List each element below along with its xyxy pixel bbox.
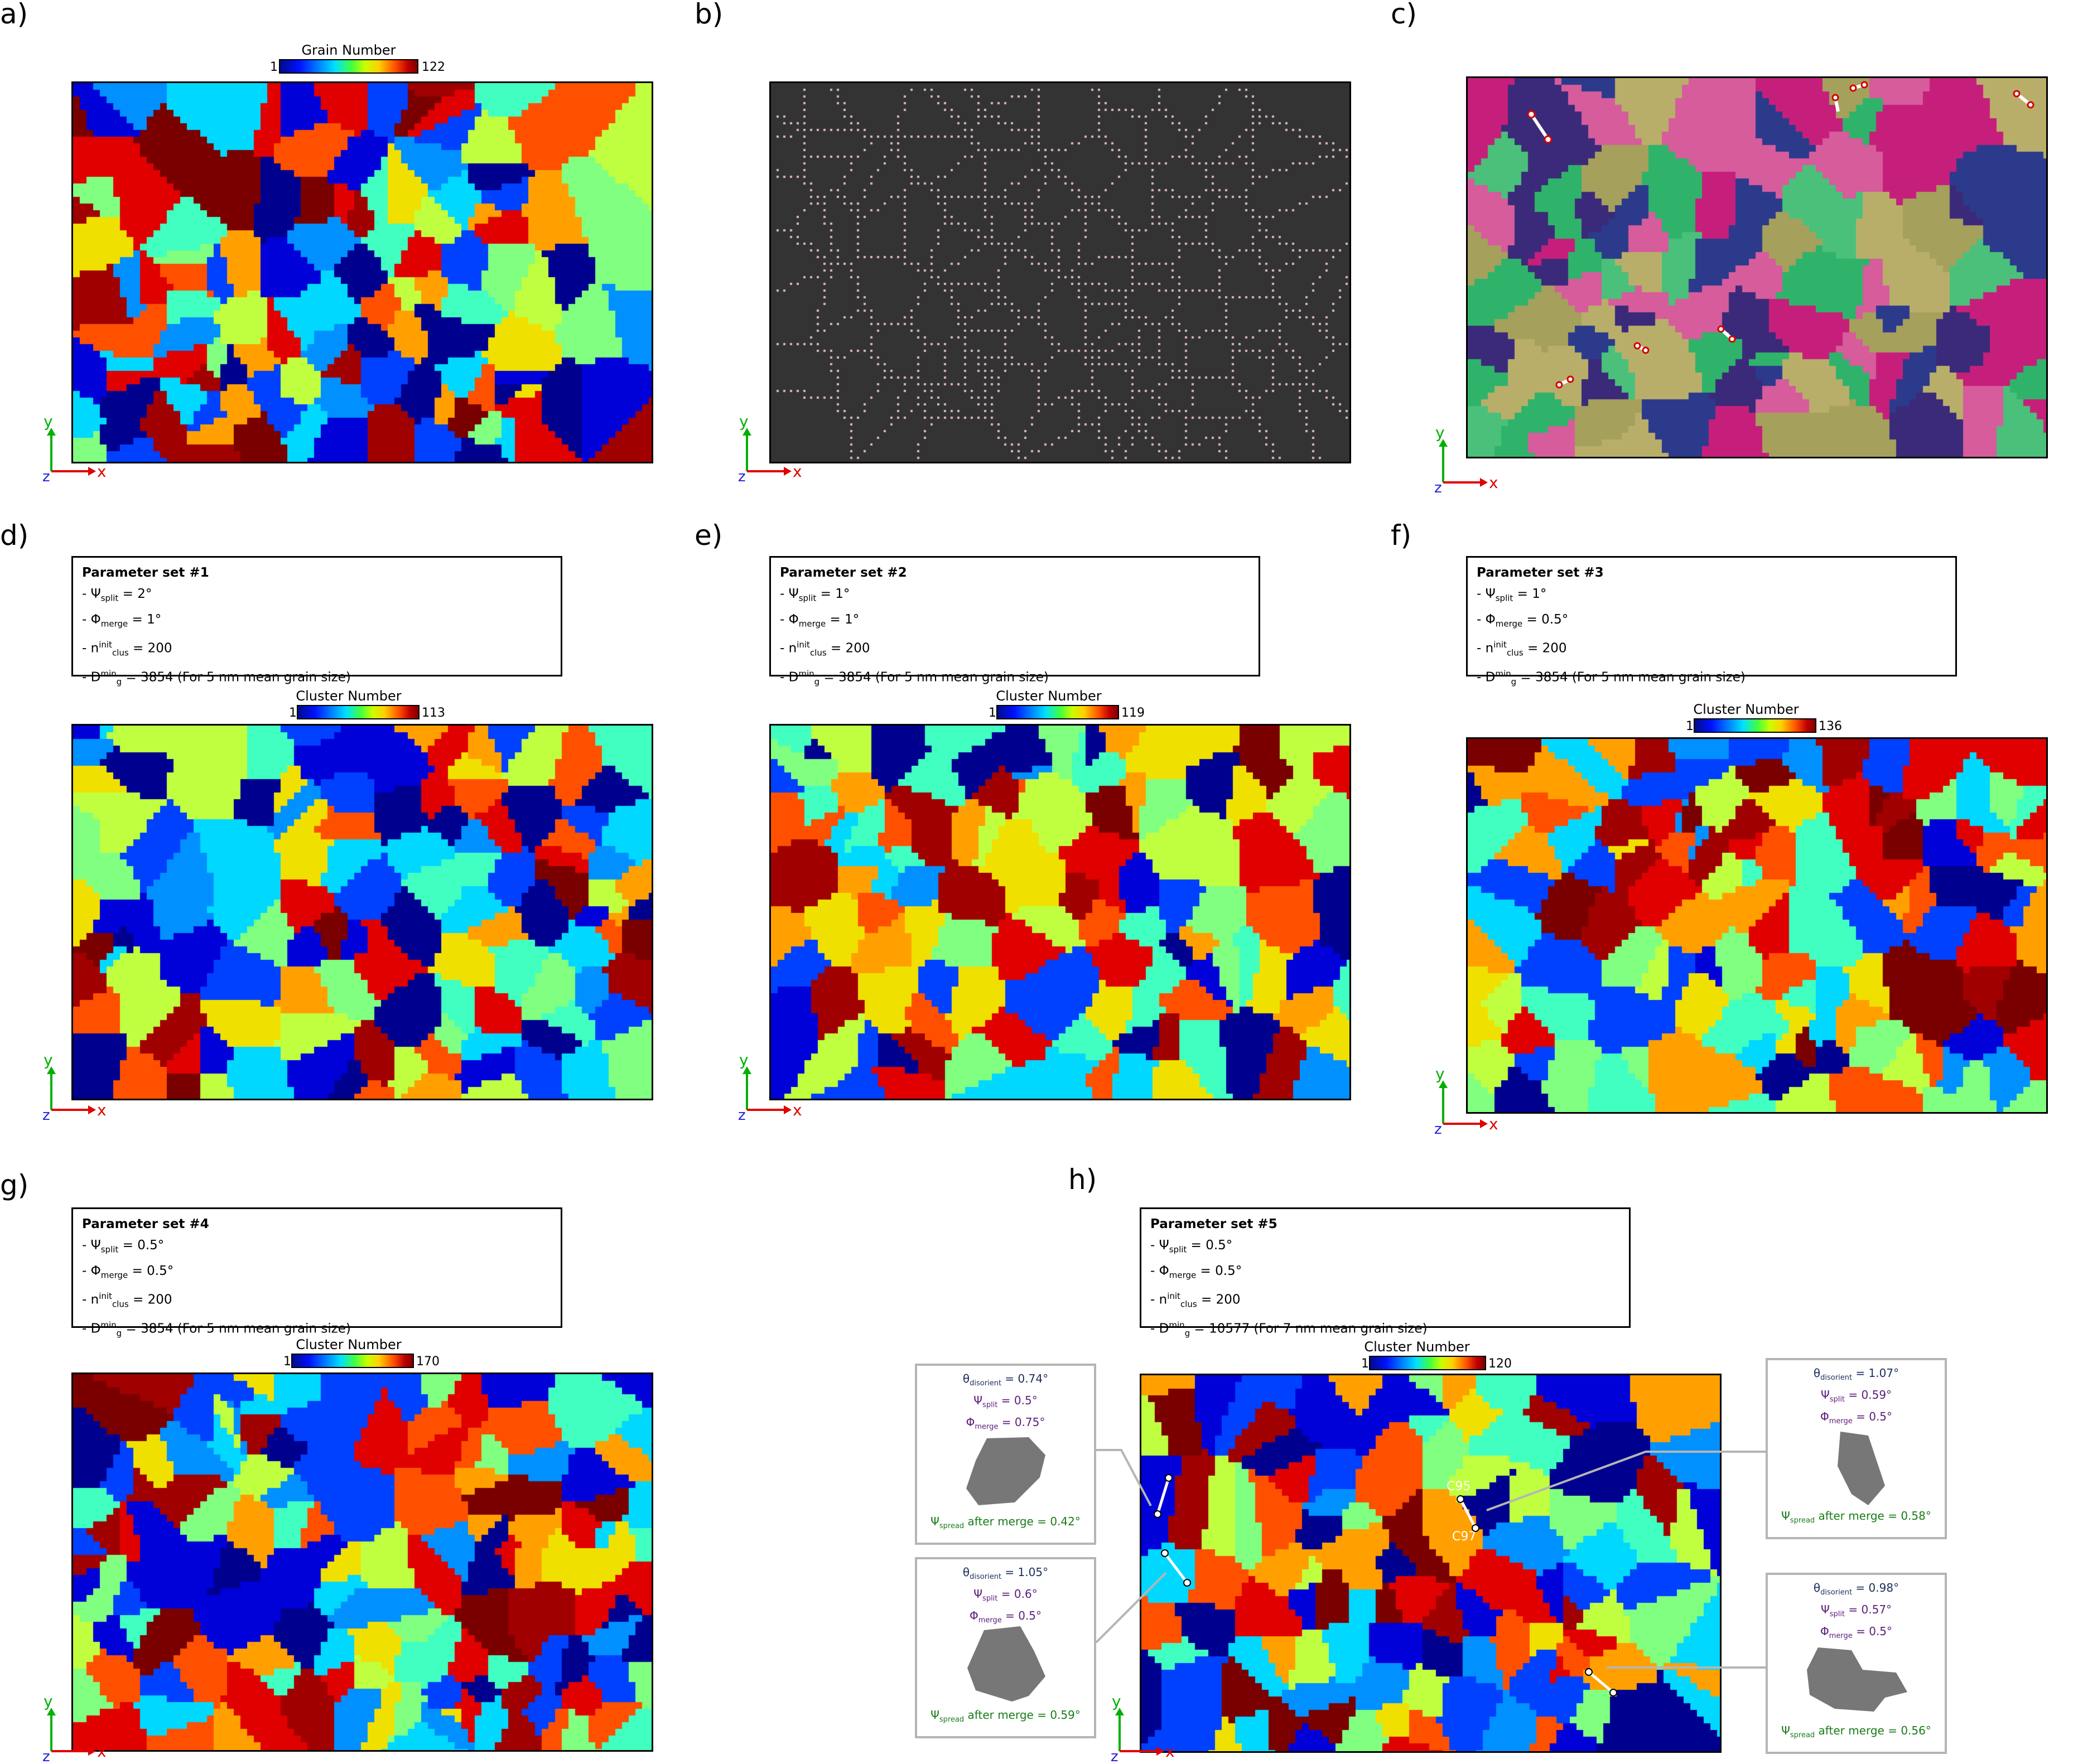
panel-d-colorbar-title: Cluster Number bbox=[296, 688, 402, 704]
svg-text:z: z bbox=[1111, 1748, 1118, 1762]
param-n-clus: = 200 bbox=[133, 641, 172, 656]
cluster-label-c97: C97 bbox=[1452, 1530, 1477, 1544]
panel-c-orientation-map bbox=[1466, 76, 2048, 458]
svg-text:x: x bbox=[97, 1101, 106, 1119]
panel-e-cluster-map bbox=[769, 724, 1351, 1100]
panel-a-colorbar bbox=[279, 59, 418, 74]
svg-text:x: x bbox=[793, 1101, 802, 1119]
coordinate-axes-icon: y x z bbox=[42, 1054, 106, 1121]
panel-f-cluster-map bbox=[1466, 737, 2048, 1114]
panel-d-colorbar-min: 1 bbox=[289, 706, 297, 720]
panel-h-cluster-map bbox=[1140, 1374, 1722, 1753]
panel-h-parameter-box: Parameter set #5 - Ψsplit = 0.5° - Φmerg… bbox=[1140, 1207, 1631, 1338]
panel-e-colorbar-min: 1 bbox=[989, 706, 996, 720]
panel-c-label: c) bbox=[1391, 0, 1417, 30]
panel-d-parameter-box: Parameter set #1 - Ψsplit = 2° - Φmerge … bbox=[71, 556, 562, 687]
svg-text:y: y bbox=[1112, 1695, 1121, 1710]
param-psi-split: = 2° bbox=[122, 587, 152, 601]
panel-b-boundary-map bbox=[769, 81, 1351, 463]
svg-text:y: y bbox=[739, 1054, 749, 1069]
panel-a-label: a) bbox=[0, 0, 28, 30]
panel-d-label: d) bbox=[0, 519, 29, 552]
annotation-box: θdisorient = 0.98° Ψsplit = 0.57° Φmerge… bbox=[1766, 1573, 1947, 1754]
annotation-box: θdisorient = 1.07° Ψsplit = 0.59° Φmerge… bbox=[1766, 1358, 1947, 1539]
svg-text:z: z bbox=[42, 468, 50, 482]
cluster-label-c95: C95 bbox=[1447, 1480, 1471, 1494]
panel-h-colorbar-max: 120 bbox=[1488, 1357, 1512, 1371]
panel-h-colorbar-min: 1 bbox=[1361, 1357, 1369, 1371]
panel-f-colorbar-title: Cluster Number bbox=[1693, 702, 1799, 717]
coordinate-axes-icon: y x z bbox=[1111, 1695, 1174, 1762]
coordinate-axes-icon: y x z bbox=[738, 1054, 802, 1121]
panel-g-colorbar-max: 170 bbox=[416, 1355, 440, 1369]
svg-text:x: x bbox=[1489, 473, 1498, 492]
annotation-box: θdisorient = 1.05° Ψsplit = 0.6° Φmerge … bbox=[915, 1557, 1096, 1738]
panel-d-colorbar bbox=[297, 705, 420, 719]
panel-g-parameter-box: Parameter set #4 - Ψsplit = 0.5° - Φmerg… bbox=[71, 1207, 562, 1338]
panel-g-colorbar bbox=[291, 1354, 414, 1368]
panel-h-colorbar-title: Cluster Number bbox=[1364, 1339, 1470, 1355]
annotation-box: θdisorient = 0.74° Ψsplit = 0.5° Φmerge … bbox=[915, 1364, 1096, 1545]
panel-a-grain-map bbox=[71, 81, 653, 463]
panel-e-colorbar-max: 119 bbox=[1121, 706, 1145, 720]
panel-a-colorbar-min: 1 bbox=[270, 60, 278, 74]
panel-g-colorbar-title: Cluster Number bbox=[296, 1337, 402, 1352]
panel-d-cluster-map bbox=[71, 724, 653, 1100]
merged-grain-shape bbox=[967, 1626, 1045, 1702]
panel-h-label: h) bbox=[1068, 1163, 1097, 1196]
panel-g-cluster-map bbox=[71, 1372, 653, 1752]
merged-grain-shape bbox=[966, 1437, 1045, 1505]
svg-text:x: x bbox=[1165, 1742, 1174, 1761]
svg-text:x: x bbox=[97, 1742, 106, 1761]
svg-text:z: z bbox=[738, 1107, 746, 1121]
svg-text:y: y bbox=[44, 1695, 53, 1710]
panel-a-colorbar-max: 122 bbox=[422, 60, 445, 74]
svg-text:z: z bbox=[1434, 480, 1442, 494]
param-title: Parameter set #1 bbox=[82, 566, 209, 580]
panel-f-colorbar-min: 1 bbox=[1686, 719, 1694, 733]
svg-text:y: y bbox=[739, 415, 749, 431]
panel-a-colorbar-title: Grain Number bbox=[301, 42, 396, 58]
panel-f-colorbar bbox=[1694, 718, 1816, 733]
svg-text:x: x bbox=[1489, 1115, 1498, 1133]
svg-text:x: x bbox=[97, 462, 106, 481]
merged-grain-shape bbox=[1807, 1647, 1907, 1712]
panel-b-label: b) bbox=[695, 0, 724, 30]
svg-text:y: y bbox=[1435, 427, 1445, 442]
panel-f-parameter-box: Parameter set #3 - Ψsplit = 1° - Φmerge … bbox=[1466, 556, 1957, 687]
merged-grain-shape bbox=[1838, 1432, 1885, 1505]
svg-text:z: z bbox=[1434, 1121, 1442, 1135]
panel-e-colorbar bbox=[996, 705, 1119, 719]
panel-d-colorbar-max: 113 bbox=[422, 706, 445, 720]
coordinate-axes-icon: y x z bbox=[1434, 427, 1498, 494]
coordinate-axes-icon: y x z bbox=[42, 415, 106, 482]
coordinate-axes-icon: y x z bbox=[1434, 1068, 1498, 1135]
panel-f-colorbar-max: 136 bbox=[1819, 719, 1842, 733]
svg-text:x: x bbox=[793, 462, 802, 481]
coordinate-axes-icon: y x z bbox=[42, 1695, 106, 1762]
svg-text:z: z bbox=[42, 1107, 50, 1121]
panel-h-colorbar bbox=[1369, 1356, 1486, 1370]
svg-text:z: z bbox=[42, 1748, 50, 1762]
panel-g-colorbar-min: 1 bbox=[283, 1355, 291, 1369]
panel-e-parameter-box: Parameter set #2 - Ψsplit = 1° - Φmerge … bbox=[769, 556, 1260, 687]
svg-text:y: y bbox=[44, 415, 53, 431]
param-d-min: = 3854 (For 5 nm mean grain size) bbox=[126, 670, 351, 685]
svg-text:y: y bbox=[1435, 1068, 1445, 1083]
param-phi-merge: = 1° bbox=[132, 612, 162, 627]
svg-text:y: y bbox=[44, 1054, 53, 1069]
svg-text:z: z bbox=[738, 468, 746, 482]
panel-e-colorbar-title: Cluster Number bbox=[996, 688, 1102, 704]
coordinate-axes-icon: y x z bbox=[738, 415, 802, 482]
panel-g-label: g) bbox=[0, 1169, 29, 1201]
panel-f-label: f) bbox=[1391, 519, 1412, 552]
panel-e-label: e) bbox=[695, 519, 723, 552]
